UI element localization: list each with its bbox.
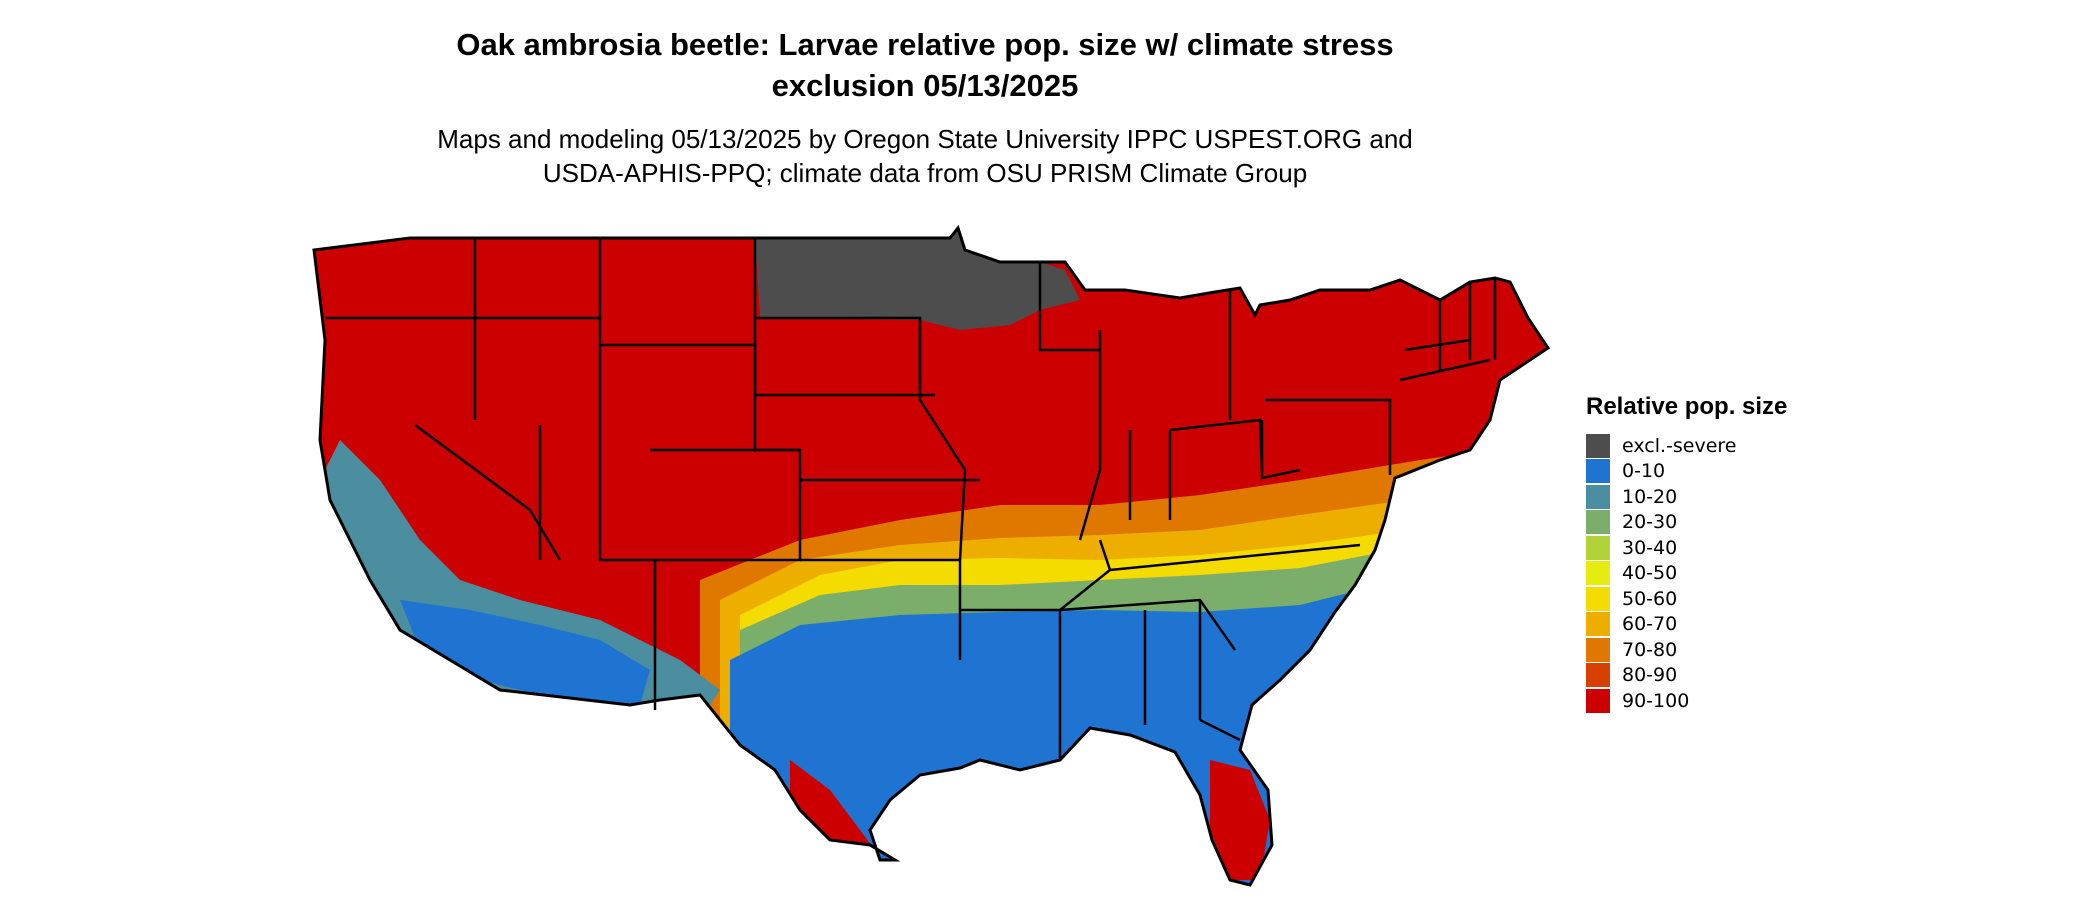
legend-label: 70-80 xyxy=(1622,638,1678,661)
us-risk-map xyxy=(312,224,1551,887)
map-title: Oak ambrosia beetle: Larvae relative pop… xyxy=(0,24,1850,106)
legend-items: excl.-severe 0-10 10-20 20-30 30-40 40-50 50-6… xyxy=(1586,433,1787,714)
legend-item: 50-60 xyxy=(1586,586,1787,612)
legend-label: 40-50 xyxy=(1622,562,1678,585)
legend-swatch xyxy=(1586,459,1610,484)
legend-item: excl.-severe xyxy=(1586,433,1787,459)
legend-swatch xyxy=(1586,433,1610,458)
map-title-line-2: exclusion 05/13/2025 xyxy=(771,68,1079,103)
legend-swatch xyxy=(1586,612,1610,637)
legend-label: 0-10 xyxy=(1622,460,1666,483)
legend-item: 90-100 xyxy=(1586,688,1787,714)
legend-label: 30-40 xyxy=(1622,536,1678,559)
legend-swatch xyxy=(1586,586,1610,611)
legend-swatch xyxy=(1586,484,1610,509)
legend-item: 30-40 xyxy=(1586,535,1787,561)
legend-item: 80-90 xyxy=(1586,663,1787,689)
legend-title: Relative pop. size xyxy=(1586,393,1788,420)
legend-item: 20-30 xyxy=(1586,510,1787,536)
map-subtitle-line-1: Maps and modeling 05/13/2025 by Oregon S… xyxy=(437,124,1413,154)
legend: Relative pop. size excl.-severe 0-10 10-20… xyxy=(1586,393,1787,714)
legend-swatch xyxy=(1586,637,1610,662)
legend-label: 80-90 xyxy=(1622,664,1678,687)
legend-item: 70-80 xyxy=(1586,637,1787,663)
map-subtitle: Maps and modeling 05/13/2025 by Oregon S… xyxy=(0,122,1850,190)
map-title-line-1: Oak ambrosia beetle: Larvae relative pop… xyxy=(456,27,1394,62)
legend-label: excl.-severe xyxy=(1622,434,1737,457)
legend-swatch xyxy=(1586,663,1610,688)
legend-label: 90-100 xyxy=(1622,689,1690,712)
legend-item: 60-70 xyxy=(1586,612,1787,638)
legend-swatch xyxy=(1586,561,1610,586)
legend-item: 0-10 xyxy=(1586,459,1787,485)
legend-item: 10-20 xyxy=(1586,484,1787,510)
map-subtitle-line-2: USDA-APHIS-PPQ; climate data from OSU PR… xyxy=(542,158,1308,188)
legend-swatch xyxy=(1586,535,1610,560)
legend-label: 50-60 xyxy=(1622,587,1678,610)
legend-label: 20-30 xyxy=(1622,511,1678,534)
legend-item: 40-50 xyxy=(1586,561,1787,587)
legend-label: 10-20 xyxy=(1622,485,1678,508)
legend-label: 60-70 xyxy=(1622,613,1678,636)
legend-swatch xyxy=(1586,510,1610,535)
legend-swatch xyxy=(1586,688,1610,713)
